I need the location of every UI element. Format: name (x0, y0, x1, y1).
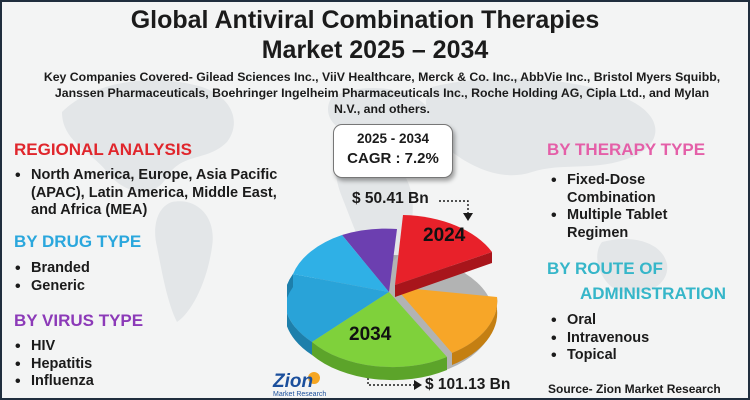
cagr-box: 2025 - 2034 CAGR : 7.2% (333, 124, 453, 178)
regional-analysis-list: North America, Europe, Asia Pacific (APA… (14, 167, 284, 220)
list-item: Intravenous (550, 330, 649, 348)
slice-green (312, 292, 447, 368)
cagr-period: 2025 - 2034 (356, 131, 430, 146)
therapy-type-list: Fixed-Dose Combination Multiple Tablet R… (550, 172, 720, 242)
title-line-2: Market 2025 – 2034 (261, 36, 489, 64)
slice-purple (342, 228, 397, 292)
therapy-type-heading: BY THERAPY TYPE (547, 140, 706, 159)
slice-blue-top (293, 235, 389, 292)
route-heading-line-1: BY ROUTE OF (547, 259, 663, 278)
route-heading-line-2: ADMINISTRATION (580, 284, 727, 303)
zion-logo: Zion Market Research (272, 371, 326, 398)
virus-type-heading: BY VIRUS TYPE (14, 311, 144, 330)
logo-sub: Market Research (273, 391, 326, 398)
list-item: Fixed-Dose Combination (550, 172, 720, 207)
drug-type-heading: BY DRUG TYPE (14, 232, 142, 251)
key-companies-text: Key Companies Covered- Gilead Sciences I… (43, 70, 721, 116)
list-item: Influenza (14, 373, 94, 391)
virus-type-list: HIV Hepatitis Influenza (14, 338, 94, 391)
list-item: Generic (14, 278, 90, 296)
list-item: HIV (14, 338, 94, 356)
drug-type-list: Branded Generic (14, 260, 90, 295)
regional-analysis-heading: REGIONAL ANALYSIS (14, 140, 192, 159)
list-item: Hepatitis (14, 356, 94, 374)
pie-chart: 2024 2034 (287, 215, 498, 381)
source-text: Source- Zion Market Research (548, 382, 721, 396)
slice-red (395, 215, 492, 285)
cagr-value: CAGR : 7.2% (347, 150, 439, 167)
list-item: Topical (550, 347, 649, 365)
logo-name: Zion (272, 371, 313, 392)
list-item: Multiple Tablet Regimen (550, 207, 720, 242)
value-2024: $ 50.41 Bn (352, 190, 429, 207)
pie-label-2034: 2034 (349, 324, 392, 345)
value-2034: $ 101.13 Bn (425, 376, 511, 393)
title-line-1: Global Antiviral Combination Therapies (130, 6, 600, 34)
list-item: North America, Europe, Asia Pacific (APA… (14, 167, 284, 220)
pie-label-2024: 2024 (423, 225, 466, 246)
slice-blue (287, 274, 389, 342)
slice-orange (395, 287, 498, 353)
list-item: Oral (550, 312, 649, 330)
list-item: Branded (14, 260, 90, 278)
route-list: Oral Intravenous Topical (550, 312, 649, 365)
